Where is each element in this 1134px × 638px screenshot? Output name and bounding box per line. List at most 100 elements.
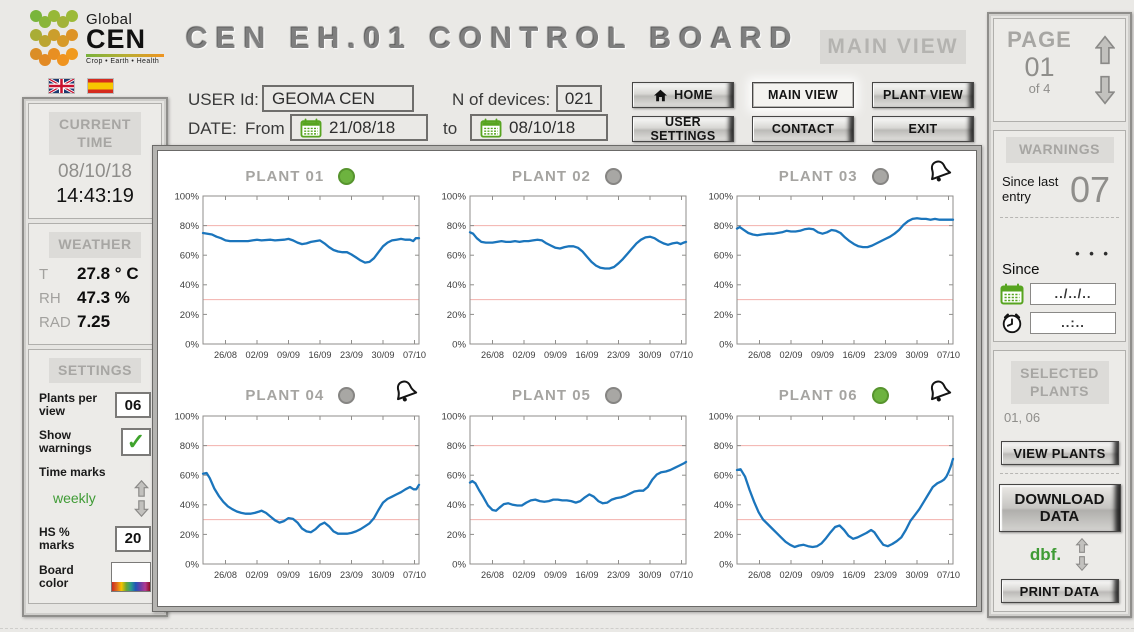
- svg-text:60%: 60%: [180, 251, 200, 262]
- chart-plant-06[interactable]: PLANT 06 0% 20% 40% 60% 80% 100% 26/08 02/09 09/…: [703, 380, 965, 604]
- svg-text:0%: 0%: [185, 559, 199, 570]
- status-green-dot: [871, 387, 889, 404]
- svg-text:30/09: 30/09: [638, 570, 661, 580]
- settings-section: SETTINGS Plants per view 06 Show warning…: [28, 348, 162, 604]
- brand-top: Global: [86, 11, 133, 28]
- user-id-field[interactable]: GEOMA CEN: [262, 85, 414, 112]
- calendar-icon: [300, 117, 322, 138]
- chart-header-plant-02: PLANT 02: [436, 164, 698, 188]
- board-color-picker[interactable]: [111, 561, 151, 592]
- settings-header: SETTINGS: [49, 357, 141, 383]
- svg-text:40%: 40%: [180, 500, 200, 511]
- selected-plants-section: SELECTED PLANTS 01, 06 VIEW PLANTS DOWNL…: [993, 350, 1126, 612]
- download-data-button[interactable]: DOWNLOAD DATA: [998, 484, 1121, 532]
- weather-row-temperature: T 27.8 ° C: [29, 262, 161, 286]
- since-label: Since: [1002, 260, 1040, 278]
- y-axis: 0% 20% 40% 60% 80% 100%: [175, 411, 420, 570]
- plants-per-view-field[interactable]: 06: [115, 392, 151, 419]
- selected-plants-value: 01, 06: [1004, 410, 1041, 425]
- temperature-value: 27.8 ° C: [77, 263, 139, 283]
- status-gray-dot: [338, 387, 356, 404]
- chart-plant-03[interactable]: PLANT 03 0% 20% 40% 60% 80% 100% 26/08 02/09 09/…: [703, 160, 965, 384]
- hs-marks-field[interactable]: 20: [115, 525, 151, 552]
- temperature-label: T: [39, 265, 49, 283]
- since-time-field[interactable]: ..:..: [1030, 311, 1116, 334]
- threshold-lines: [736, 225, 953, 301]
- page-title: CEN EH.01 CONTROL BOARD: [186, 22, 800, 55]
- chart-header-plant-04: PLANT 04: [169, 384, 431, 408]
- block-arrow-up-icon[interactable]: [134, 479, 149, 497]
- bell-wrap: [926, 378, 953, 410]
- svg-text:09/09: 09/09: [277, 570, 300, 580]
- svg-text:0%: 0%: [719, 339, 733, 350]
- alarm-clock-icon[interactable]: [1000, 311, 1024, 335]
- svg-text:20%: 20%: [180, 529, 200, 540]
- svg-text:80%: 80%: [447, 221, 467, 232]
- print-data-button[interactable]: PRINT DATA: [1000, 579, 1119, 603]
- svg-text:23/09: 23/09: [340, 570, 363, 580]
- hs-marks-row: HS % marks 20: [29, 521, 161, 557]
- page-up-icon[interactable]: [1095, 35, 1115, 65]
- y-axis: 0% 20% 40% 60% 80% 100%: [175, 191, 420, 350]
- since-last-entry-row: Since last entry 07: [994, 167, 1125, 213]
- logo-dots-icon: [30, 10, 78, 66]
- series-line: [735, 457, 954, 548]
- svg-text:07/10: 07/10: [403, 350, 426, 360]
- x-axis: 26/08 02/09 09/09 16/09 23/09 30/09 07/10: [214, 196, 426, 360]
- chart-plant-05[interactable]: PLANT 05 0% 20% 40% 60% 80% 100% 26/08 02/09 09/0…: [436, 384, 698, 604]
- current-time-header: CURRENT TIME: [49, 112, 141, 155]
- svg-text:23/09: 23/09: [874, 350, 897, 360]
- view-plants-button[interactable]: VIEW PLANTS: [1000, 441, 1119, 465]
- calendar-icon[interactable]: [1000, 283, 1024, 305]
- date-to-field[interactable]: 08/10/18: [470, 114, 608, 141]
- chart-plant-01[interactable]: PLANT 01 0% 20% 40% 60% 80% 100% 26/08 02/09 09/0…: [169, 164, 431, 384]
- selected-plants-header: SELECTED PLANTS: [1010, 361, 1109, 404]
- chart-plant-04[interactable]: PLANT 04 0% 20% 40% 60% 80% 100% 26/08 02/09 09/…: [169, 380, 431, 604]
- threshold-lines: [203, 444, 420, 520]
- home-button[interactable]: HOME: [632, 82, 734, 108]
- format-up-icon[interactable]: [1075, 538, 1089, 553]
- threshold-lines: [469, 444, 686, 520]
- svg-text:30/09: 30/09: [905, 350, 928, 360]
- status-gray-dot: [604, 387, 622, 404]
- svg-text:80%: 80%: [180, 221, 200, 232]
- svg-text:02/09: 02/09: [779, 570, 802, 580]
- svg-text:16/09: 16/09: [575, 570, 598, 580]
- since-date-field[interactable]: ../../..: [1030, 282, 1116, 305]
- bell-wrap: [926, 158, 953, 190]
- humidity-value: 47.3 %: [77, 287, 130, 307]
- exit-button[interactable]: EXIT: [872, 116, 974, 142]
- svg-text:16/09: 16/09: [842, 350, 865, 360]
- svg-text:60%: 60%: [447, 251, 467, 262]
- svg-text:07/10: 07/10: [937, 350, 960, 360]
- warning-bell-icon[interactable]: [392, 378, 419, 405]
- chart-plant-02[interactable]: PLANT 02 0% 20% 40% 60% 80% 100% 26/08 02/09 09/0…: [436, 164, 698, 384]
- user-settings-button[interactable]: USER SETTINGS: [632, 115, 734, 143]
- svg-text:100%: 100%: [708, 411, 733, 422]
- ellipsis-menu[interactable]: • • •: [1075, 245, 1111, 261]
- main-view-button[interactable]: MAIN VIEW: [752, 82, 854, 108]
- format-down-icon[interactable]: [1075, 556, 1089, 571]
- divider: [1000, 216, 1119, 218]
- svg-text:0%: 0%: [452, 339, 466, 350]
- warning-bell-icon[interactable]: [926, 378, 953, 405]
- brand-main: CEN: [86, 24, 147, 54]
- spain-flag-icon[interactable]: [88, 79, 113, 93]
- svg-text:0%: 0%: [452, 559, 466, 570]
- page-down-icon[interactable]: [1095, 75, 1115, 105]
- show-warnings-checkbox[interactable]: ✓: [121, 428, 151, 457]
- page-header: PAGE: [1007, 27, 1072, 52]
- current-date: 08/10/18: [58, 161, 132, 182]
- svg-text:40%: 40%: [180, 280, 200, 291]
- plant-view-button[interactable]: PLANT VIEW: [872, 82, 974, 108]
- warning-bell-icon[interactable]: [926, 158, 953, 185]
- uk-flag-icon[interactable]: [49, 79, 74, 93]
- block-arrow-down-icon[interactable]: [134, 499, 149, 517]
- svg-text:23/09: 23/09: [607, 570, 630, 580]
- contact-button[interactable]: CONTACT: [752, 116, 854, 142]
- svg-text:02/09: 02/09: [779, 350, 802, 360]
- divider: [1000, 473, 1119, 474]
- date-from-field[interactable]: 21/08/18: [290, 114, 428, 141]
- devices-field[interactable]: 021: [556, 85, 602, 112]
- plot-area: 0% 20% 40% 60% 80% 100% 26/08 02/09 09/09 16/09 23…: [175, 411, 427, 580]
